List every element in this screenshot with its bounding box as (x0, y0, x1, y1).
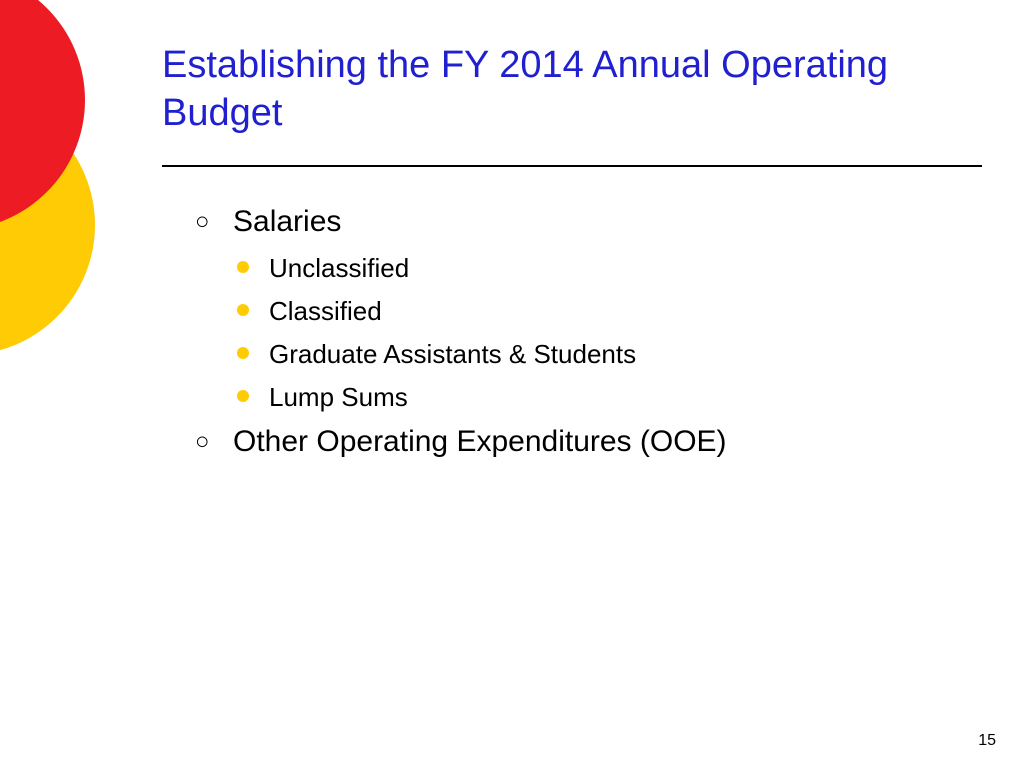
dot-bullet-icon (237, 347, 249, 359)
bullet-text: Classified (269, 296, 382, 326)
bullet-level2: Classified (237, 296, 975, 327)
slide-title: Establishing the FY 2014 Annual Operatin… (162, 42, 962, 137)
bullet-text: Other Operating Expenditures (OOE) (233, 425, 727, 458)
title-underline (162, 165, 982, 167)
bullet-text: Lump Sums (269, 382, 408, 412)
red-circle (0, 0, 85, 230)
bullet-text: Graduate Assistants & Students (269, 339, 636, 369)
circle-bullet-icon: ○ (195, 428, 210, 456)
corner-decoration (0, 0, 180, 360)
circle-bullet-icon: ○ (195, 208, 210, 236)
bullet-level2: Unclassified (237, 253, 975, 284)
bullet-level1: ○ Salaries (195, 205, 975, 239)
bullet-text: Salaries (233, 205, 341, 238)
bullet-level2: Graduate Assistants & Students (237, 339, 975, 370)
bullet-text: Unclassified (269, 253, 409, 283)
bullet-level1: ○ Other Operating Expenditures (OOE) (195, 425, 975, 459)
slide-body: ○ Salaries Unclassified Classified Gradu… (195, 205, 975, 473)
dot-bullet-icon (237, 304, 249, 316)
dot-bullet-icon (237, 261, 249, 273)
bullet-level2: Lump Sums (237, 382, 975, 413)
dot-bullet-icon (237, 390, 249, 402)
page-number: 15 (978, 732, 996, 750)
yellow-circle (0, 95, 95, 355)
